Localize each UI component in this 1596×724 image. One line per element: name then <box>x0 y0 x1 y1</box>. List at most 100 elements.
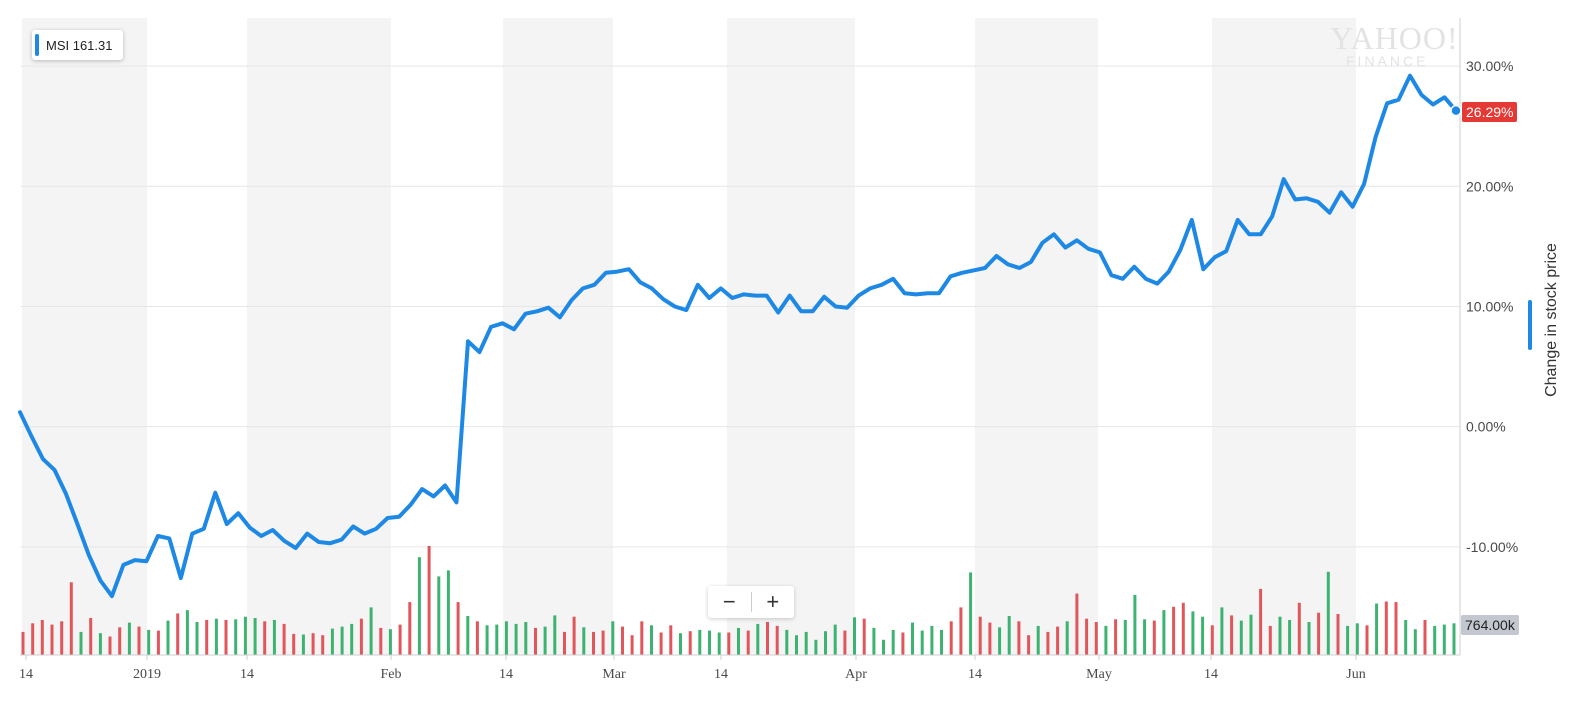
volume-bar <box>185 610 189 655</box>
volume-bar <box>727 632 731 655</box>
zoom-divider <box>750 592 752 612</box>
volume-bar <box>176 613 180 655</box>
volume-bar <box>1268 625 1272 655</box>
volume-bar <box>514 623 518 655</box>
volume-bar <box>118 627 122 656</box>
volume-bar <box>379 627 383 655</box>
volume-bar <box>940 629 943 655</box>
volume-bar <box>1326 571 1330 656</box>
x-tick-label: Jun <box>1346 667 1365 682</box>
volume-bar <box>1152 620 1156 655</box>
ticker-legend[interactable]: MSI 161.31 <box>32 30 123 60</box>
volume-bar <box>988 622 992 655</box>
volume-bar <box>582 627 586 656</box>
volume-bar <box>659 632 663 655</box>
volume-bar <box>253 618 257 655</box>
volume-bar <box>1201 616 1205 655</box>
volume-bar <box>89 618 93 655</box>
month-band <box>1212 18 1356 655</box>
volume-bar <box>398 624 402 655</box>
volume-bar <box>1143 619 1147 655</box>
x-tick-label: 2019 <box>133 667 161 682</box>
volume-bar <box>60 621 64 655</box>
volume-bar <box>1433 625 1437 655</box>
month-band <box>22 18 147 655</box>
volume-bar <box>901 632 905 655</box>
volume-bar <box>1114 619 1118 655</box>
month-band <box>727 18 855 655</box>
volume-bar <box>214 618 218 655</box>
volume-bar <box>891 629 895 655</box>
volume-bar <box>543 626 547 655</box>
volume-bar <box>1423 620 1427 655</box>
volume-bar <box>437 576 441 655</box>
volume-bar <box>621 626 624 655</box>
volume-bar <box>824 631 827 655</box>
volume-bar <box>1027 635 1031 655</box>
volume-bar <box>1162 610 1166 655</box>
volume-bar <box>359 618 363 655</box>
volume-bar <box>862 618 866 655</box>
volume-bar <box>1085 618 1089 655</box>
volume-bar <box>737 627 740 655</box>
x-tick-label: 14 <box>714 667 728 682</box>
y-tick-label: 10.00% <box>1466 298 1513 314</box>
volume-bar <box>263 621 267 655</box>
volume-bar <box>1230 615 1234 655</box>
volume-bar <box>833 624 837 655</box>
volume-bar <box>166 620 170 655</box>
volume-bar <box>1452 623 1456 655</box>
zoom-in-button[interactable]: + <box>766 589 780 614</box>
watermark-line2: FINANCE <box>1346 53 1429 69</box>
volume-bar <box>630 635 634 655</box>
volume-bar <box>843 630 847 655</box>
volume-bar <box>553 615 557 655</box>
volume-bar <box>466 616 470 655</box>
volume-bar <box>127 622 131 655</box>
x-tick-label: Mar <box>602 667 626 682</box>
volume-bar <box>1017 621 1021 655</box>
volume-bar <box>698 629 702 655</box>
volume-bar <box>717 632 721 655</box>
volume-bar <box>611 621 615 655</box>
volume-bar <box>1442 624 1446 655</box>
volume-bar <box>369 607 373 655</box>
volume-bar <box>504 621 508 655</box>
volume-bar <box>572 616 576 655</box>
volume-bar <box>688 631 692 655</box>
volume-bar <box>137 626 141 655</box>
x-tick-label: 14 <box>499 667 513 682</box>
volume-bar <box>1297 602 1301 655</box>
volume-bar <box>911 622 914 655</box>
volume-bar <box>1317 612 1321 655</box>
y-tick-label: -10.00% <box>1466 539 1518 555</box>
volume-bar <box>272 620 276 655</box>
volume-bar <box>147 629 151 655</box>
volume-bar <box>69 582 73 655</box>
volume-bar <box>640 621 644 655</box>
volume-bar <box>282 623 286 655</box>
volume-bar <box>1123 620 1127 655</box>
volume-bar <box>650 625 653 655</box>
x-tick-label: May <box>1086 667 1112 682</box>
volume-bar <box>50 624 54 655</box>
volume-bar <box>775 625 779 655</box>
x-axis-ticks: 14 2019 14 Feb 14 Mar 14 Apr 14 May 14 Jun <box>19 655 1366 682</box>
volume-bar <box>1384 601 1388 655</box>
volume-bar <box>1259 588 1263 655</box>
volume-bar <box>601 630 605 655</box>
volume-bar <box>978 616 982 655</box>
x-tick-label: 14 <box>240 667 254 682</box>
volume-bar <box>969 572 973 655</box>
volume-bar <box>1278 616 1282 655</box>
zoom-out-button[interactable]: − <box>722 589 736 614</box>
volume-bar <box>108 636 112 655</box>
volume-bar <box>311 633 315 655</box>
volume-badge: 764.00k <box>1461 615 1519 635</box>
volume-bar <box>853 617 856 655</box>
volume-bar <box>408 602 412 655</box>
volume-bar <box>1355 623 1359 655</box>
yahoo-finance-watermark: YAHOO! FINANCE <box>1330 22 1459 68</box>
volume-bar <box>592 631 595 655</box>
volume-bar <box>1394 602 1398 655</box>
